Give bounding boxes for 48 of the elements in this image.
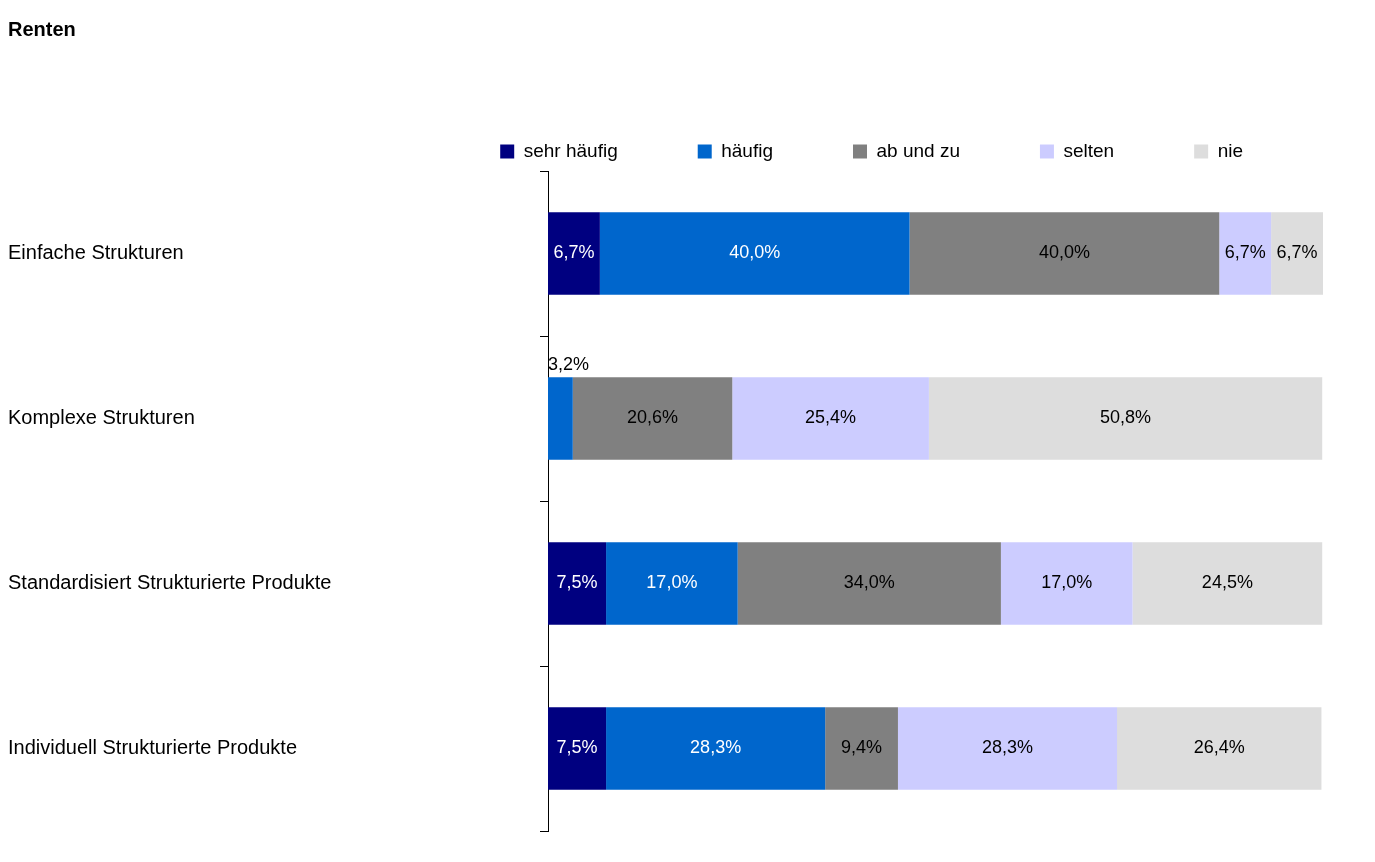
bar <box>572 377 733 460</box>
bar <box>1117 707 1322 790</box>
bar <box>548 377 573 460</box>
bar <box>1219 212 1272 295</box>
bar <box>1000 542 1133 625</box>
data-label: 28,3% <box>981 737 1034 758</box>
data-label: 24,5% <box>1201 572 1253 593</box>
data-label: 50,8% <box>1100 407 1152 428</box>
data-label: 20,6% <box>627 407 679 428</box>
data-label: 9,4% <box>841 737 883 758</box>
y-tick-label: Standardisiert Strukturierte Produkte <box>8 571 332 594</box>
data-label: 34,0% <box>843 572 895 593</box>
data-label: 28,3% <box>690 737 742 758</box>
bar <box>928 377 1323 460</box>
data-label: 17,0% <box>1041 572 1093 593</box>
bar <box>909 212 1220 295</box>
data-label: 25,4% <box>805 407 857 428</box>
y-tick-label: Komplexe Strukturen <box>8 406 195 429</box>
bar <box>825 707 898 790</box>
bar <box>1132 542 1323 625</box>
data-label: 6,7% <box>1276 242 1318 263</box>
bar <box>897 707 1118 790</box>
bar <box>606 542 738 625</box>
bar <box>548 707 607 790</box>
y-tick-label: Individuell Strukturierte Produkte <box>8 736 298 759</box>
bar <box>548 542 607 625</box>
bar <box>737 542 1001 625</box>
text: Renten <box>8 17 76 40</box>
legend-label: selten <box>1063 139 1115 161</box>
data-label: 3,2% <box>548 354 590 375</box>
data-label: 40,0% <box>1038 242 1090 263</box>
data-label: 7,5% <box>556 572 598 593</box>
data-label: 6,7% <box>553 242 595 263</box>
bar <box>1271 212 1323 295</box>
bar <box>732 377 929 460</box>
data-label: 7,5% <box>556 737 598 758</box>
legend-label: häufig <box>721 139 773 161</box>
legend-label: ab und zu <box>876 139 960 161</box>
data-label: 6,7% <box>1224 242 1266 263</box>
data-label: 17,0% <box>646 572 698 593</box>
bar <box>599 212 910 295</box>
data-label: 26,4% <box>1193 737 1245 758</box>
bar <box>548 212 600 295</box>
data-label: 40,0% <box>729 242 781 263</box>
legend-label: nie <box>1217 139 1243 161</box>
bar <box>606 707 826 790</box>
legend-label: sehr häufig <box>523 139 618 161</box>
y-tick-label: Einfache Strukturen <box>8 241 184 264</box>
